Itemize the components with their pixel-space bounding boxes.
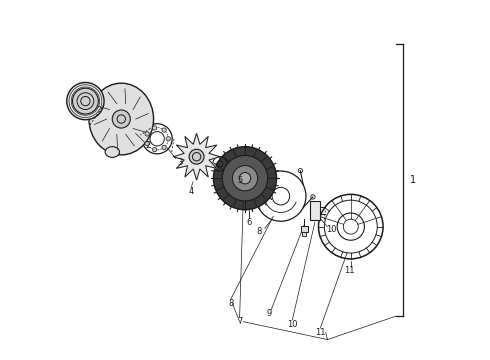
Bar: [302, 231, 306, 236]
Text: 8: 8: [257, 228, 262, 237]
Text: 6: 6: [246, 218, 251, 227]
Circle shape: [145, 141, 149, 146]
Text: 7: 7: [237, 317, 243, 326]
Text: 1: 1: [410, 175, 416, 185]
Circle shape: [239, 172, 251, 184]
Ellipse shape: [89, 83, 153, 155]
Text: 11: 11: [315, 328, 325, 337]
Text: 9: 9: [267, 309, 272, 318]
Ellipse shape: [105, 147, 120, 157]
Circle shape: [73, 88, 98, 114]
Text: 8: 8: [228, 299, 233, 308]
Text: 4: 4: [189, 187, 194, 196]
Circle shape: [189, 149, 204, 164]
Circle shape: [214, 147, 276, 210]
Text: 10: 10: [326, 225, 336, 234]
Text: 10: 10: [287, 320, 297, 329]
Circle shape: [67, 82, 104, 120]
Circle shape: [145, 132, 149, 136]
Circle shape: [232, 166, 258, 191]
Text: 2: 2: [146, 141, 151, 150]
Text: 3: 3: [178, 158, 183, 167]
Circle shape: [162, 145, 166, 150]
Circle shape: [222, 156, 268, 201]
Circle shape: [152, 148, 157, 152]
Circle shape: [112, 110, 130, 128]
Circle shape: [166, 136, 171, 141]
Bar: [300, 226, 308, 232]
Circle shape: [162, 128, 166, 132]
Text: 11: 11: [344, 266, 354, 275]
Polygon shape: [173, 134, 220, 180]
Circle shape: [152, 126, 157, 130]
Text: 5: 5: [237, 176, 242, 185]
Bar: [310, 201, 320, 220]
